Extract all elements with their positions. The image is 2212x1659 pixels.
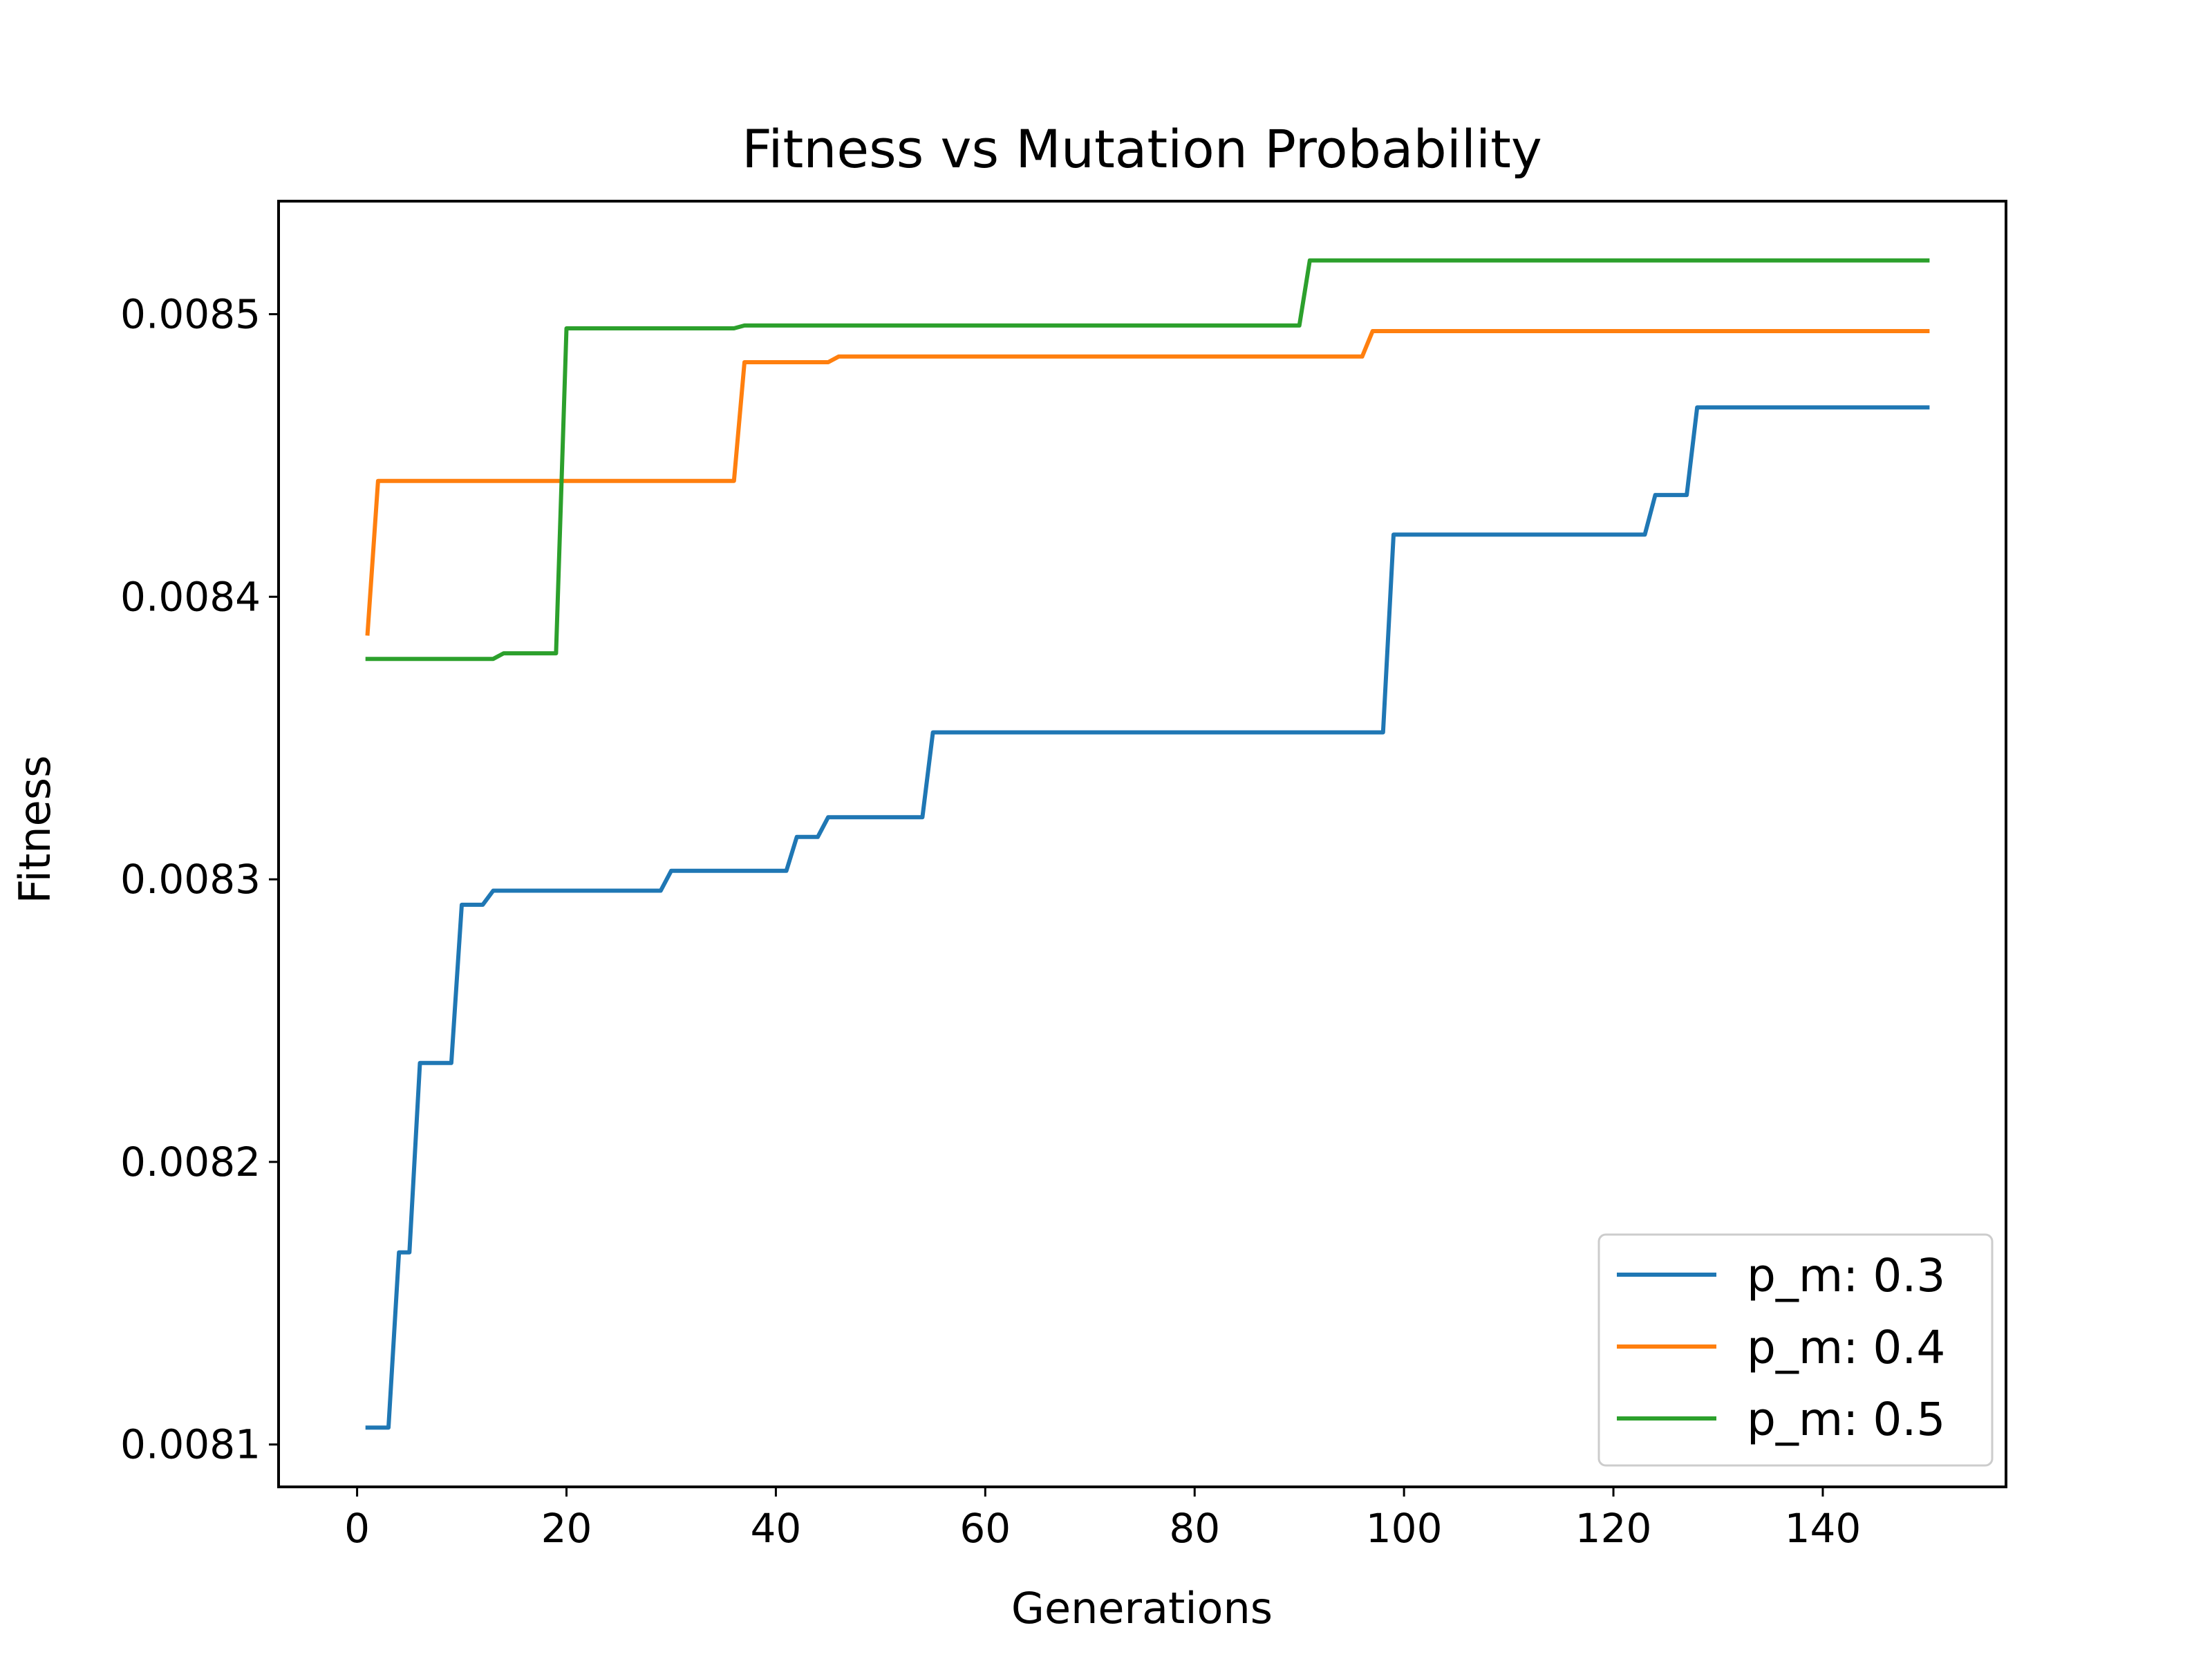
y-tick-label: 0.0082	[120, 1138, 261, 1185]
x-axis-label: Generations	[1011, 1583, 1273, 1633]
legend-label-2: p_m: 0.5	[1747, 1393, 1945, 1446]
series-line-0	[365, 405, 1930, 1430]
series-line-2	[365, 258, 1930, 662]
legend-label-1: p_m: 0.4	[1747, 1321, 1945, 1374]
y-tick-label: 0.0081	[120, 1421, 261, 1468]
x-tick-label: 140	[1785, 1505, 1862, 1552]
y-tick-label: 0.0085	[120, 291, 261, 338]
x-tick-label: 20	[541, 1505, 592, 1552]
x-tick-label: 80	[1169, 1505, 1220, 1552]
x-tick-label: 100	[1366, 1505, 1443, 1552]
y-tick-label: 0.0084	[120, 573, 261, 620]
series-line-1	[365, 329, 1930, 636]
legend-box	[1597, 1233, 1994, 1467]
x-tick-label: 0	[344, 1505, 370, 1552]
y-tick-label: 0.0083	[120, 856, 261, 903]
legend: p_m: 0.3 p_m: 0.4 p_m: 0.5	[1597, 1233, 1994, 1467]
series-layer	[365, 258, 1930, 1430]
y-axis-label: Fitness	[10, 756, 60, 904]
x-tick-label: 40	[751, 1505, 802, 1552]
legend-label-0: p_m: 0.3	[1747, 1249, 1945, 1302]
x-tick-label: 60	[959, 1505, 1011, 1552]
tick-layer: 0 20 40 60 80 100 120 140 0.0081 0.0082 0.0083 0.00…	[120, 291, 1861, 1552]
chart-title: Fitness vs Mutation Probability	[742, 118, 1542, 180]
x-tick-label: 120	[1575, 1505, 1652, 1552]
plot-frame	[277, 200, 2007, 1488]
